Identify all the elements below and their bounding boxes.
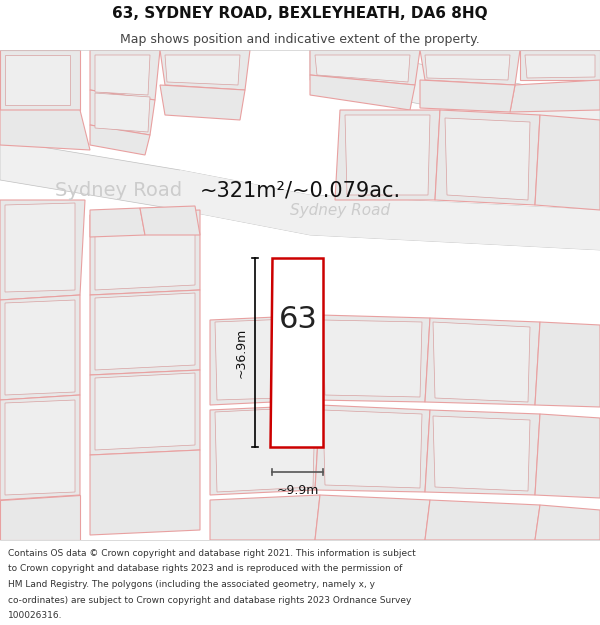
- Polygon shape: [270, 258, 323, 447]
- Polygon shape: [0, 200, 85, 300]
- Polygon shape: [210, 315, 320, 405]
- Polygon shape: [5, 400, 75, 495]
- Text: to Crown copyright and database rights 2023 and is reproduced with the permissio: to Crown copyright and database rights 2…: [8, 564, 402, 573]
- Text: ~321m²/~0.079ac.: ~321m²/~0.079ac.: [199, 180, 401, 200]
- Polygon shape: [5, 55, 70, 105]
- Text: Map shows position and indicative extent of the property.: Map shows position and indicative extent…: [120, 32, 480, 46]
- Polygon shape: [345, 115, 430, 195]
- Text: Contains OS data © Crown copyright and database right 2021. This information is : Contains OS data © Crown copyright and d…: [8, 549, 416, 558]
- Polygon shape: [315, 405, 430, 492]
- Polygon shape: [315, 495, 430, 540]
- Text: ~9.9m: ~9.9m: [277, 484, 319, 496]
- Polygon shape: [165, 55, 240, 85]
- Polygon shape: [535, 414, 600, 498]
- Text: 63, SYDNEY ROAD, BEXLEYHEATH, DA6 8HQ: 63, SYDNEY ROAD, BEXLEYHEATH, DA6 8HQ: [112, 6, 488, 21]
- Polygon shape: [0, 140, 600, 250]
- Polygon shape: [5, 203, 75, 292]
- Text: ~36.9m: ~36.9m: [235, 328, 248, 378]
- Polygon shape: [0, 295, 80, 400]
- Polygon shape: [310, 75, 415, 110]
- Polygon shape: [95, 55, 150, 95]
- Polygon shape: [5, 300, 75, 395]
- Polygon shape: [315, 315, 430, 402]
- Polygon shape: [95, 215, 195, 290]
- Polygon shape: [420, 80, 515, 112]
- Polygon shape: [310, 50, 420, 85]
- Polygon shape: [445, 118, 530, 200]
- Text: HM Land Registry. The polygons (including the associated geometry, namely x, y: HM Land Registry. The polygons (includin…: [8, 580, 375, 589]
- Polygon shape: [90, 210, 200, 295]
- Polygon shape: [335, 110, 440, 200]
- Polygon shape: [525, 55, 595, 78]
- Polygon shape: [160, 85, 245, 120]
- Text: 100026316.: 100026316.: [8, 611, 62, 621]
- Polygon shape: [520, 50, 600, 80]
- Polygon shape: [140, 206, 200, 235]
- Polygon shape: [310, 50, 600, 140]
- Text: Sydney Road: Sydney Road: [290, 202, 390, 217]
- Polygon shape: [535, 505, 600, 540]
- Polygon shape: [0, 395, 80, 500]
- Polygon shape: [160, 50, 250, 90]
- Polygon shape: [433, 322, 530, 402]
- Polygon shape: [95, 293, 195, 370]
- Polygon shape: [315, 55, 410, 82]
- Polygon shape: [90, 90, 155, 135]
- Polygon shape: [90, 370, 200, 455]
- Polygon shape: [0, 110, 90, 150]
- Polygon shape: [210, 495, 320, 540]
- Polygon shape: [210, 405, 320, 495]
- Polygon shape: [215, 318, 315, 400]
- Polygon shape: [433, 416, 530, 491]
- Polygon shape: [215, 407, 315, 492]
- Polygon shape: [95, 373, 195, 450]
- Polygon shape: [0, 495, 80, 540]
- Polygon shape: [90, 125, 150, 155]
- Polygon shape: [90, 450, 200, 535]
- Polygon shape: [0, 50, 80, 110]
- Polygon shape: [425, 318, 540, 405]
- Polygon shape: [323, 410, 422, 488]
- Polygon shape: [535, 115, 600, 210]
- Polygon shape: [420, 50, 520, 85]
- Text: 63: 63: [278, 306, 317, 334]
- Text: co-ordinates) are subject to Crown copyright and database rights 2023 Ordnance S: co-ordinates) are subject to Crown copyr…: [8, 596, 411, 604]
- Polygon shape: [90, 208, 145, 237]
- Polygon shape: [90, 50, 160, 100]
- Polygon shape: [90, 290, 200, 375]
- Polygon shape: [435, 110, 540, 205]
- Text: Sydney Road: Sydney Road: [55, 181, 182, 199]
- Polygon shape: [425, 55, 510, 80]
- Polygon shape: [180, 170, 600, 250]
- Polygon shape: [425, 410, 540, 495]
- Polygon shape: [95, 93, 150, 132]
- Polygon shape: [510, 80, 600, 112]
- Polygon shape: [323, 320, 422, 397]
- Polygon shape: [535, 322, 600, 407]
- Polygon shape: [425, 500, 540, 540]
